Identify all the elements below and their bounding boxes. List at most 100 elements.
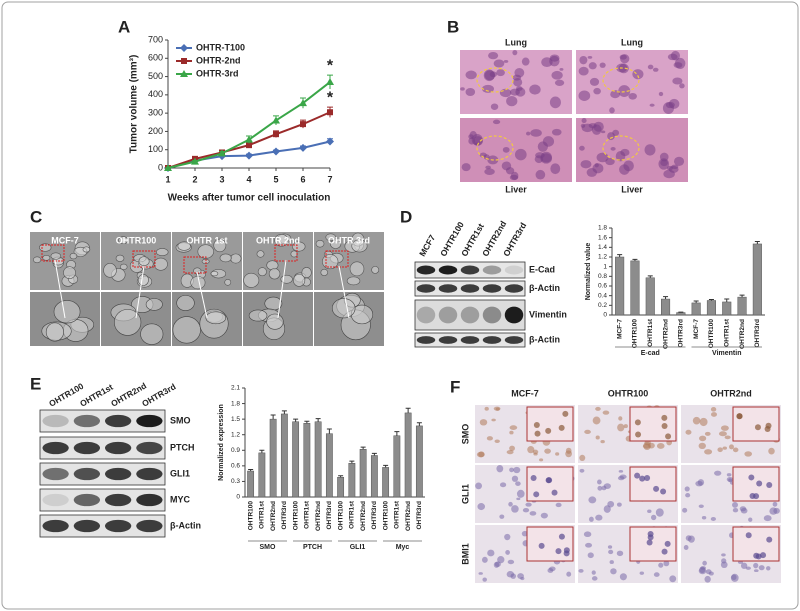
cell: [768, 447, 775, 455]
cell: [697, 479, 705, 486]
image-label: MCF-7: [51, 235, 79, 245]
cell: [325, 233, 336, 242]
bar: [393, 435, 401, 498]
bar: [325, 433, 333, 498]
cell: [478, 572, 483, 575]
cell: [756, 480, 763, 487]
cell: [224, 279, 232, 286]
y-tick-label: 0.6: [231, 463, 240, 470]
cell: [501, 161, 512, 171]
error-bar: [304, 420, 310, 424]
cell: [721, 553, 726, 557]
cell: [346, 276, 361, 286]
cell: [758, 565, 765, 571]
cell: [499, 482, 507, 488]
cell: [565, 447, 572, 454]
cell: [753, 493, 760, 500]
cell: [618, 469, 624, 473]
error-bar: [708, 299, 714, 301]
cell: [503, 59, 509, 63]
cell: [717, 447, 723, 453]
blot-band: [460, 265, 480, 275]
legend-label: OHTR-2nd: [196, 55, 241, 65]
cell: [506, 95, 518, 107]
y-axis-label: Tumor volume (mm³): [129, 55, 140, 154]
bar: [706, 300, 716, 316]
blot-band: [438, 306, 458, 324]
cell: [558, 424, 565, 431]
cell: [538, 542, 545, 549]
cell: [475, 482, 483, 490]
group-label: SMO: [260, 544, 277, 551]
cell: [609, 560, 614, 565]
cell: [495, 407, 500, 411]
blot-band: [416, 336, 436, 344]
bar: [359, 448, 367, 498]
cell: [596, 152, 609, 163]
error-bar: [647, 275, 653, 278]
cell: [465, 88, 476, 97]
row-label: SMO: [460, 424, 470, 445]
cell: [754, 424, 761, 431]
inset: [629, 466, 677, 502]
cell: [555, 548, 562, 555]
blot-strip: [39, 436, 166, 460]
bar: [314, 421, 322, 498]
highlight: [602, 67, 640, 93]
cell: [748, 474, 755, 481]
cell: [256, 250, 265, 258]
cell: [673, 156, 685, 166]
cell: [728, 478, 733, 483]
cell: [669, 575, 677, 583]
image-label: OHTR 2nd: [256, 235, 300, 245]
cell: [591, 570, 596, 575]
blot-band: [460, 336, 480, 344]
cell: [219, 253, 232, 263]
x-tick-label: OHTR2nd: [739, 319, 746, 349]
cell: [600, 440, 605, 444]
bar: [247, 470, 255, 498]
cell: [718, 431, 727, 437]
cell: [578, 66, 589, 76]
cell: [753, 569, 759, 573]
cell: [683, 545, 689, 550]
x-tick-label: OHTR1st: [723, 318, 730, 347]
blot-band: [73, 467, 100, 481]
cell: [710, 407, 717, 412]
cell: [526, 131, 531, 136]
blot-band: [105, 467, 132, 481]
y-tick-label: 600: [148, 53, 163, 63]
marker: [245, 135, 253, 143]
blot-band: [504, 284, 524, 293]
cell: [724, 435, 731, 440]
cell: [644, 474, 651, 481]
cell: [551, 489, 558, 496]
cell: [274, 234, 289, 247]
cell: [535, 152, 545, 159]
blot-band: [105, 519, 132, 533]
cell: [647, 534, 654, 541]
cell: [580, 123, 586, 128]
cell: [623, 160, 634, 172]
x-tick-label: 1: [165, 174, 170, 184]
cell: [505, 550, 510, 555]
cell: [371, 266, 380, 274]
cell: [763, 515, 772, 522]
cell: [607, 545, 613, 549]
cell: [549, 55, 560, 67]
bar: [676, 312, 686, 316]
cell: [555, 502, 562, 508]
cell: [516, 489, 525, 498]
cell: [496, 464, 504, 473]
band-label: β-Actin: [170, 520, 201, 530]
cell: [583, 531, 592, 538]
bar: [722, 301, 732, 316]
cell: [539, 458, 544, 462]
cell: [600, 130, 606, 134]
blot-band: [504, 306, 524, 324]
cell: [513, 466, 521, 474]
band-label: MYC: [170, 494, 191, 504]
cell: [710, 517, 716, 521]
cell: [63, 266, 76, 279]
cell: [579, 468, 585, 473]
